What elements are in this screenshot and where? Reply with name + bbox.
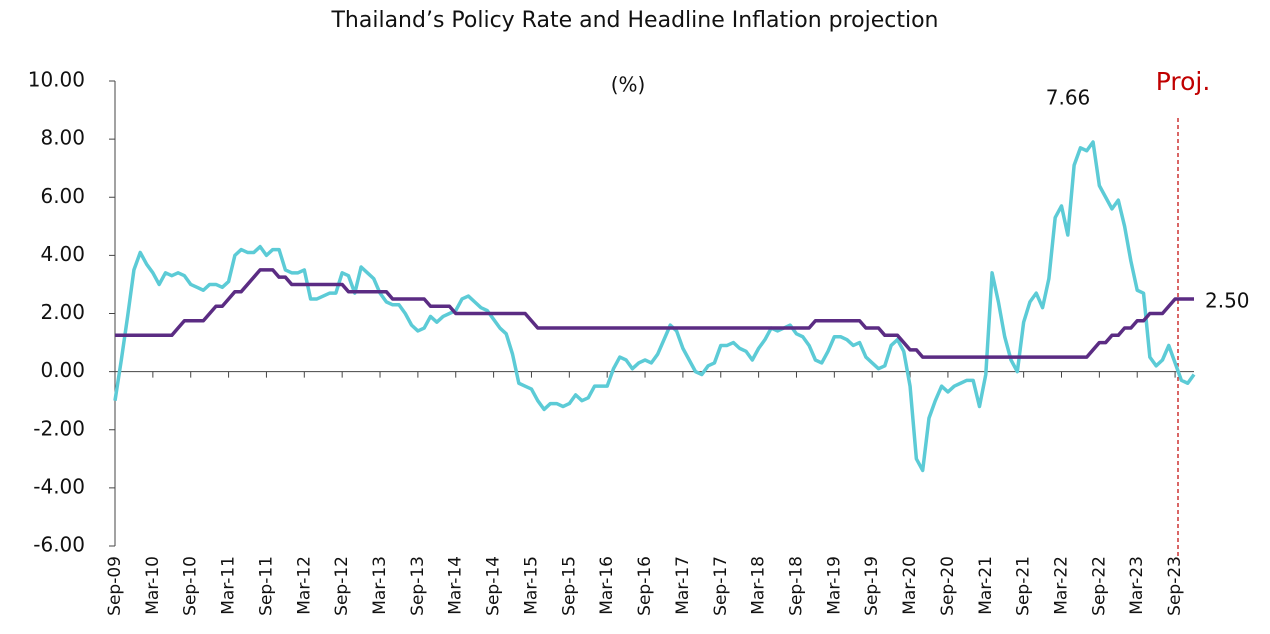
y-tick-label: 0.00 (40, 358, 85, 382)
x-tick-label: Mar-16 (597, 556, 617, 615)
y-tick-label: 8.00 (40, 126, 85, 150)
x-tick-label: Sep-22 (1089, 556, 1109, 616)
x-tick-label: Mar-19 (824, 556, 844, 615)
x-tick-label: Sep-11 (256, 556, 276, 616)
x-tick-label: Sep-14 (484, 556, 504, 616)
y-tick-label: -6.00 (33, 533, 85, 557)
x-tick-label: Sep-16 (635, 556, 655, 616)
x-tick-label: Sep-10 (181, 556, 201, 616)
y-tick-label: 2.00 (40, 300, 85, 324)
x-tick-label: Mar-11 (219, 556, 239, 615)
x-tick-label: Sep-09 (105, 556, 125, 616)
x-tick-label: Mar-13 (370, 556, 390, 615)
rate-label: 2.50 (1205, 289, 1250, 313)
x-tick-label: Sep-20 (938, 556, 958, 616)
x-tick-label: Mar-15 (521, 556, 541, 615)
x-tick-label: Mar-21 (976, 556, 996, 615)
x-tick-label: Sep-23 (1165, 556, 1185, 616)
x-tick-label: Sep-13 (408, 556, 428, 616)
y-tick-label: 10.00 (28, 68, 85, 92)
x-tick-label: Mar-20 (900, 556, 920, 615)
series-line (113, 140, 1196, 473)
chart-title: Thailand’s Policy Rate and Headline Infl… (330, 8, 938, 33)
x-tick-label: Mar-18 (749, 556, 769, 615)
x-tick-label: Mar-10 (143, 556, 163, 615)
x-tick-label: Sep-12 (332, 556, 352, 616)
x-tick-label: Mar-14 (446, 556, 466, 615)
y-tick-label: 6.00 (40, 184, 85, 208)
x-tick-label: Mar-23 (1127, 556, 1147, 615)
peak-label: 7.66 (1046, 86, 1091, 110)
proj-label: Proj. (1156, 67, 1211, 96)
x-tick-label: Sep-21 (1014, 556, 1034, 616)
y-tick-label: 4.00 (40, 242, 85, 266)
x-tick-label: Sep-19 (862, 556, 882, 616)
unit-label: (%) (611, 73, 646, 97)
x-tick-label: Mar-17 (673, 556, 693, 615)
y-tick-label: -2.00 (33, 416, 85, 440)
series-line (115, 268, 1195, 359)
x-tick-label: Mar-12 (294, 556, 314, 615)
x-tick-label: Sep-18 (786, 556, 806, 616)
x-tick-label: Mar-22 (1052, 556, 1072, 615)
x-tick-label: Sep-15 (559, 556, 579, 616)
x-tick-label: Sep-17 (711, 556, 731, 616)
y-tick-label: -4.00 (33, 474, 85, 498)
